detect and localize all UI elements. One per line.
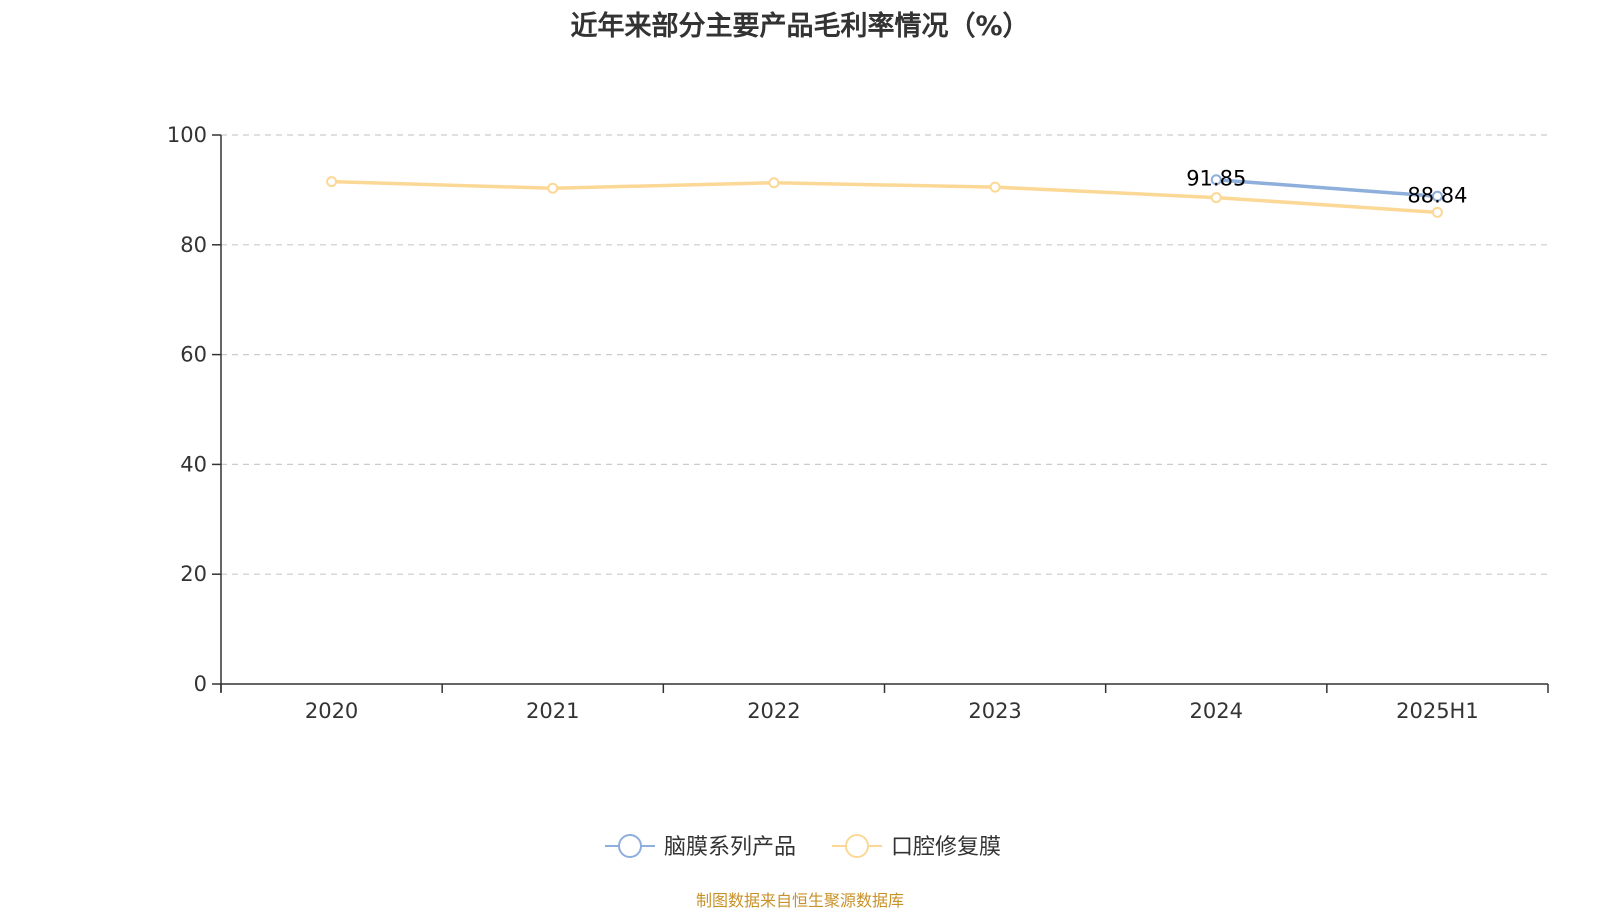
y-tick-label: 20 — [180, 562, 207, 586]
legend-item[interactable]: 口腔修复膜 — [832, 834, 1001, 860]
data-point[interactable] — [989, 181, 1001, 193]
x-tick-label: 2023 — [968, 699, 1021, 723]
x-tick-label: 2025H1 — [1396, 699, 1479, 723]
data-point[interactable] — [768, 177, 780, 189]
data-labels: 91.85 88.84 — [1186, 167, 1467, 208]
legend[interactable]: 脑膜系列产品 口腔修复膜 — [605, 834, 1001, 860]
y-tick-label: 0 — [194, 672, 207, 696]
y-tick-label: 80 — [180, 233, 207, 257]
data-point[interactable] — [1431, 190, 1443, 202]
data-label: 88.84 — [1407, 183, 1467, 207]
legend-label: 脑膜系列产品 — [664, 835, 796, 860]
y-tick-label: 40 — [180, 452, 207, 476]
axes: 0 20 40 60 80 100 2020 2021 2022 2023 2024 2025H1 — [167, 123, 1549, 723]
legend-marker — [845, 834, 869, 858]
data-point[interactable] — [1210, 174, 1222, 186]
legend-marker — [618, 834, 642, 858]
data-point[interactable] — [1210, 192, 1222, 204]
y-tick-label: 60 — [180, 343, 207, 367]
data-label: 91.85 — [1186, 167, 1246, 191]
data-point[interactable] — [326, 176, 338, 188]
y-tick-label: 100 — [167, 123, 207, 147]
grid-lines — [221, 134, 1548, 575]
x-tick-label: 2021 — [526, 699, 579, 723]
data-point[interactable] — [1431, 206, 1443, 218]
series-line — [331, 179, 1438, 215]
series — [326, 174, 1443, 218]
x-tick-label: 2022 — [747, 699, 800, 723]
source-note: 制图数据来自恒生聚源数据库 — [695, 891, 904, 910]
legend-item[interactable]: 脑膜系列产品 — [605, 834, 796, 860]
data-point[interactable] — [547, 182, 559, 194]
x-tick-label: 2024 — [1190, 699, 1243, 723]
chart-title: 近年来部分主要产品毛利率情况（%） — [570, 11, 1030, 42]
legend-label: 口腔修复膜 — [891, 835, 1001, 860]
series-line — [1216, 177, 1438, 199]
x-tick-label: 2020 — [305, 699, 358, 723]
